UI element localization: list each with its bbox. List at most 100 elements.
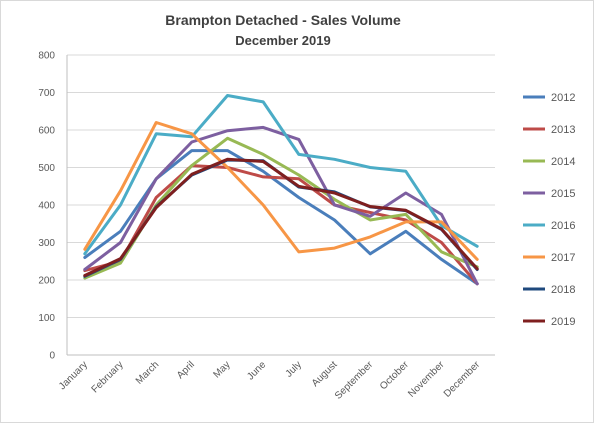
data-point-2012 <box>298 196 300 199</box>
data-point-2012 <box>333 219 336 221</box>
data-point-2014 <box>262 153 264 156</box>
data-point-2012 <box>84 256 86 259</box>
x-tick-label: April <box>175 359 197 381</box>
data-point-2017 <box>369 236 371 238</box>
y-tick-label: 600 <box>38 126 55 137</box>
data-point-2013 <box>298 177 300 180</box>
data-point-2017 <box>226 166 229 169</box>
x-tick-label: October <box>378 359 411 392</box>
data-point-2012 <box>440 258 443 261</box>
data-point-2019 <box>119 257 122 260</box>
data-point-2013 <box>262 176 264 178</box>
data-point-2017 <box>262 204 264 206</box>
x-tick-label: July <box>284 359 304 379</box>
data-point-2017 <box>191 132 193 135</box>
data-point-2016 <box>369 166 371 169</box>
data-point-2019 <box>405 209 407 212</box>
x-tick-label: September <box>333 359 376 402</box>
data-point-2015 <box>119 241 122 244</box>
chart-subtitle: December 2019 <box>235 33 330 48</box>
data-point-2016 <box>155 132 157 135</box>
x-tick-label: August <box>310 359 340 389</box>
data-point-2015 <box>262 126 264 129</box>
data-point-2017 <box>333 247 336 249</box>
data-point-2016 <box>226 94 229 97</box>
legend-label-2013: 2013 <box>551 124 575 136</box>
y-tick-label: 700 <box>38 88 55 99</box>
data-point-2019 <box>262 160 264 163</box>
data-point-2012 <box>226 149 229 152</box>
data-point-2015 <box>298 138 300 141</box>
x-tick-label: January <box>57 359 90 392</box>
series-line-2015 <box>83 125 479 286</box>
data-point-2016 <box>262 101 264 103</box>
series-line-2016 <box>83 94 479 256</box>
legend: 2012 2013 2014 2015 2016 2017 2018 2019 <box>523 92 575 328</box>
data-point-2015 <box>84 268 86 271</box>
data-point-2016 <box>298 153 300 156</box>
data-point-2012 <box>369 252 371 255</box>
legend-label-2019: 2019 <box>551 316 575 328</box>
data-point-2017 <box>405 221 407 223</box>
data-point-2013 <box>440 241 443 244</box>
data-point-2017 <box>119 189 122 192</box>
data-point-2019 <box>155 206 157 209</box>
data-point-2014 <box>298 174 300 176</box>
series-line-2017 <box>83 121 479 261</box>
data-point-2015 <box>191 141 193 143</box>
data-point-2015 <box>226 129 229 132</box>
x-tick-label: June <box>245 359 268 382</box>
data-point-2015 <box>369 215 371 218</box>
data-point-2015 <box>333 204 336 206</box>
series-lines <box>83 94 479 286</box>
data-point-2012 <box>262 170 264 173</box>
data-point-2014 <box>369 219 371 221</box>
data-point-2019 <box>84 274 86 277</box>
data-point-2017 <box>298 251 300 253</box>
legend-label-2017: 2017 <box>551 252 575 264</box>
data-point-2015 <box>155 177 157 180</box>
data-point-2013 <box>155 196 157 199</box>
y-tick-label: 100 <box>38 313 55 324</box>
data-point-2016 <box>84 252 86 255</box>
series-line-2019 <box>83 157 479 277</box>
y-tick-label: 400 <box>38 201 55 212</box>
legend-label-2018: 2018 <box>551 284 575 296</box>
x-tick-label: December <box>442 359 483 400</box>
data-point-2012 <box>405 230 407 233</box>
legend-label-2015: 2015 <box>551 188 575 200</box>
y-tick-label: 500 <box>38 163 55 174</box>
data-point-2014 <box>440 251 443 253</box>
data-point-2015 <box>476 282 478 285</box>
legend-label-2012: 2012 <box>551 92 575 104</box>
data-point-2014 <box>191 164 193 167</box>
data-point-2016 <box>405 170 407 173</box>
x-tick-label: May <box>211 359 232 380</box>
data-point-2014 <box>405 213 407 216</box>
data-point-2016 <box>119 204 122 206</box>
data-point-2019 <box>476 267 478 270</box>
data-point-2019 <box>333 192 336 194</box>
data-point-2017 <box>440 221 443 223</box>
data-point-2014 <box>333 198 336 201</box>
legend-label-2016: 2016 <box>551 220 575 232</box>
data-point-2017 <box>84 248 86 251</box>
data-point-2016 <box>191 135 193 138</box>
data-point-2014 <box>226 137 229 140</box>
y-tick-label: 200 <box>38 276 55 287</box>
data-point-2014 <box>119 262 122 264</box>
series-line-2013 <box>83 164 479 286</box>
data-point-2019 <box>226 158 229 161</box>
data-point-2012 <box>191 149 193 152</box>
data-point-2015 <box>405 192 407 194</box>
data-point-2016 <box>440 224 443 227</box>
x-tick-label: November <box>406 359 447 400</box>
data-point-2017 <box>476 258 478 261</box>
x-tick-label: March <box>134 359 161 386</box>
data-point-2019 <box>369 205 371 208</box>
y-tick-label: 300 <box>38 238 55 249</box>
data-point-2015 <box>440 213 443 216</box>
x-tick-label: February <box>90 359 126 395</box>
